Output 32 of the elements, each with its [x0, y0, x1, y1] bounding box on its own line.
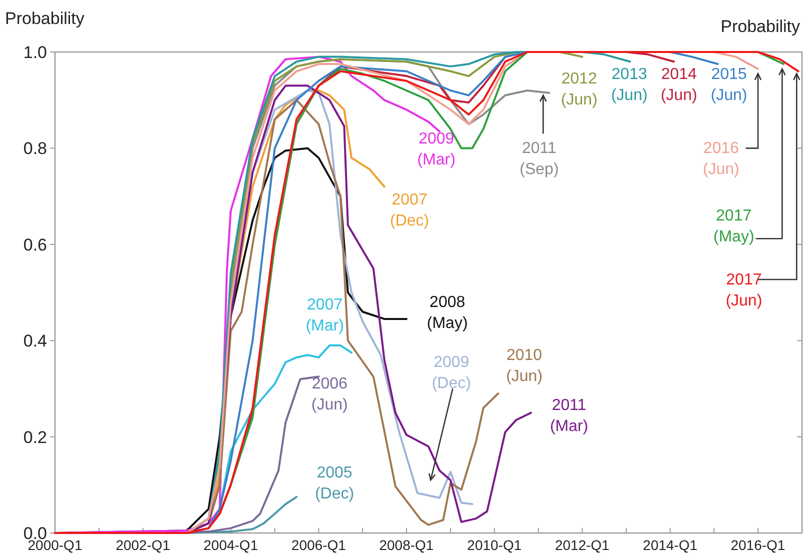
series-label: 2008 (May): [426, 294, 468, 332]
series-label: 2006 (Jun): [311, 376, 348, 414]
text: 2017 (May): [713, 207, 754, 246]
series-label: 2013 (Jun): [611, 66, 648, 104]
y2-axis-title: Probability: [720, 17, 800, 36]
series-label: 2007 (Dec): [390, 191, 430, 230]
series-label: 2009 (Mar): [417, 130, 456, 168]
text: 2011 (Sep): [520, 140, 559, 178]
y-axis-title: Probability: [5, 9, 85, 28]
text: 2017 (Jun): [726, 271, 762, 310]
x-tick-label: 2008-Q1: [379, 537, 434, 553]
series-label: 2010 (Jun): [506, 346, 543, 385]
x-tick-label: 2002-Q1: [116, 537, 170, 553]
series-label: 2015 (Jun): [710, 66, 748, 104]
x-tick-label: 2010-Q1: [467, 537, 522, 553]
y-tick-label: 0.2: [23, 428, 47, 447]
text: 2016 (Jun): [702, 140, 740, 178]
series-label: 2007 (Mar): [306, 296, 344, 334]
x-tick-label: 2014-Q1: [642, 537, 698, 553]
series-label: 2011 (Mar): [550, 396, 588, 435]
y-tick-label: 0.8: [23, 139, 47, 158]
y-tick-label: 0.4: [23, 332, 47, 351]
series-label: 2012 (Jun): [560, 70, 598, 108]
x-tick-label: 2016-Q1: [730, 537, 786, 553]
y-tick-label: 1.0: [23, 42, 47, 62]
series-label: 2005 (Dec): [314, 464, 354, 503]
text: 2009 (Dec): [432, 354, 471, 392]
x-tick-label: 2006-Q1: [291, 537, 346, 553]
x-tick-label: 2012-Q1: [554, 537, 610, 553]
y-tick-label: 0.6: [23, 235, 47, 254]
series-label: 2014 (Jun): [660, 66, 698, 104]
x-tick-label: 2004-Q1: [204, 537, 258, 553]
